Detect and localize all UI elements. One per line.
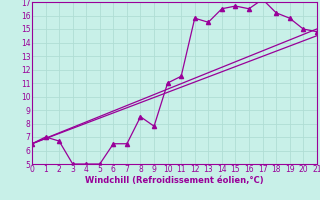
X-axis label: Windchill (Refroidissement éolien,°C): Windchill (Refroidissement éolien,°C) — [85, 176, 264, 185]
